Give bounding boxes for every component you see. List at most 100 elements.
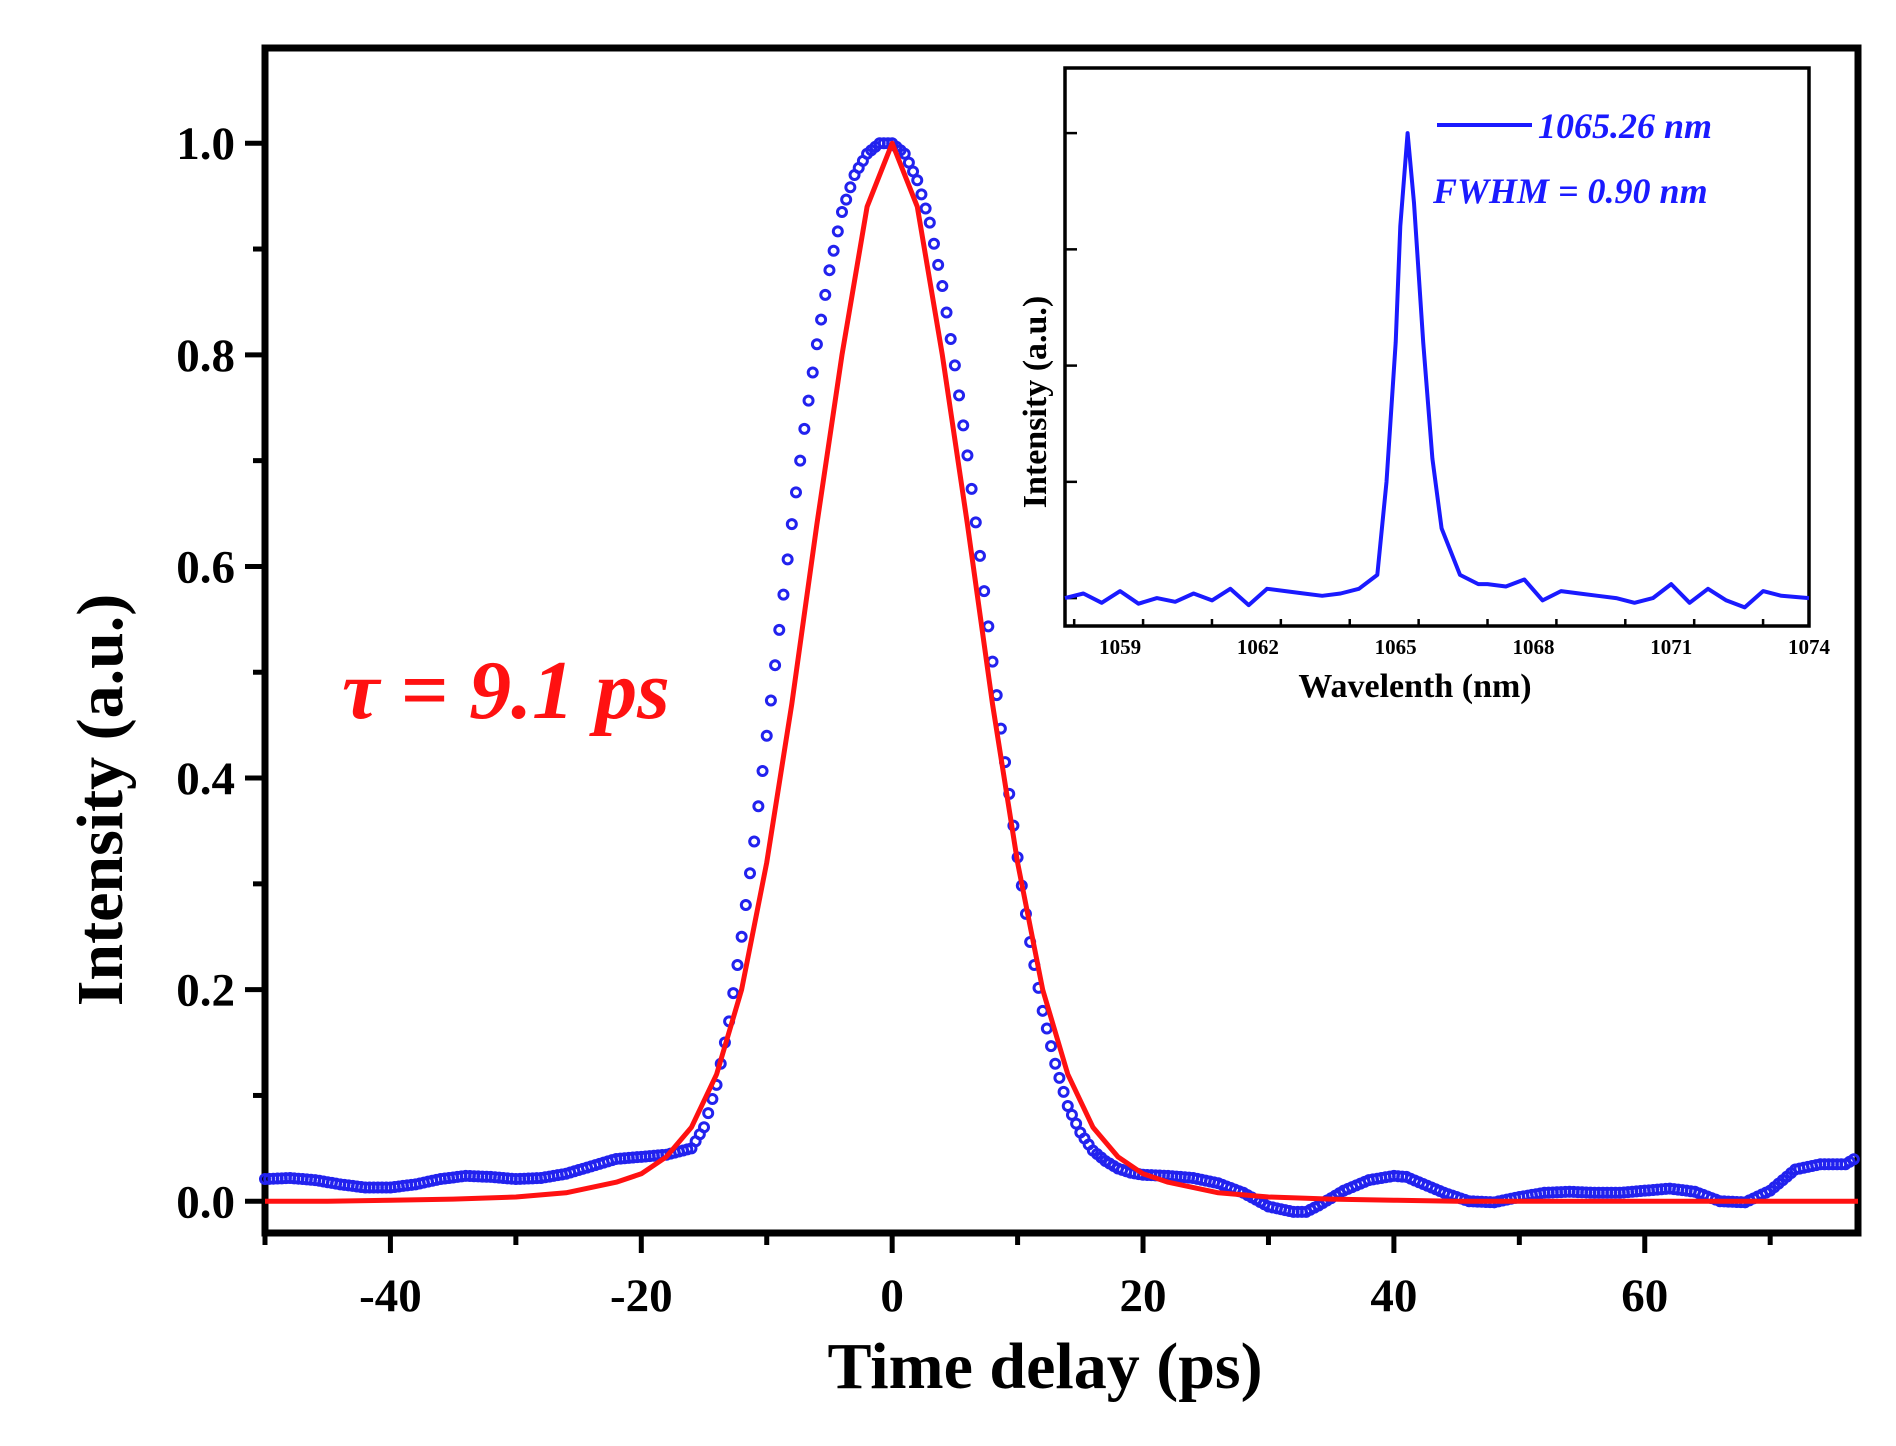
autocorrelation-marker <box>777 588 790 601</box>
autocorrelation-marker <box>739 899 752 912</box>
autocorrelation-marker <box>810 338 823 351</box>
autocorrelation-marker <box>760 729 773 742</box>
autocorrelation-marker <box>781 553 794 566</box>
autocorrelation-marker <box>948 359 961 372</box>
main-y-tick-label: 0.8 <box>176 330 235 382</box>
inset-x-axis-title: Wavelenth (nm) <box>1298 668 1531 705</box>
autocorrelation-marker <box>907 165 920 178</box>
main-x-tick-label: 20 <box>1120 1270 1167 1322</box>
pulse-width-annotation: τ = 9.1 ps <box>342 644 670 737</box>
main-plot: -40 -20 0 20 40 60 0.0 0.2 0.4 0.6 0.8 1.0 Time de… <box>64 44 1862 1403</box>
autocorrelation-marker <box>764 694 777 707</box>
autocorrelation-marker <box>819 288 832 301</box>
autocorrelation-marker <box>944 332 957 345</box>
autocorrelation-marker <box>1057 1085 1070 1098</box>
autocorrelation-marker <box>1061 1100 1074 1113</box>
autocorrelation-marker <box>957 419 970 432</box>
autocorrelation-marker <box>802 394 815 407</box>
autocorrelation-marker <box>706 1092 719 1105</box>
main-x-tick-label: -40 <box>359 1270 422 1322</box>
main-y-tick-label: 0.0 <box>176 1176 235 1228</box>
autocorrelation-marker <box>911 174 924 187</box>
autocorrelation-marker <box>773 623 786 636</box>
inset-x-tick-label: 1068 <box>1512 635 1554 659</box>
autocorrelation-marker <box>1847 1153 1860 1166</box>
main-x-tick-label: 60 <box>1621 1270 1668 1322</box>
main-y-axis-title: Intensity (a.u.) <box>64 594 137 1007</box>
inset-x-tick-label: 1065 <box>1375 635 1417 659</box>
inset-x-tick-label: 1062 <box>1237 635 1279 659</box>
autocorrelation-marker <box>961 449 974 462</box>
main-y-tick-label: 1.0 <box>176 118 235 170</box>
autocorrelation-marker <box>702 1107 715 1120</box>
autocorrelation-marker <box>973 549 986 562</box>
autocorrelation-marker <box>923 216 936 229</box>
autocorrelation-marker <box>1049 1057 1062 1070</box>
autocorrelation-marker <box>698 1121 711 1134</box>
autocorrelation-marker <box>756 764 769 777</box>
inset-plot-frame <box>1063 66 1811 628</box>
main-y-tick-label: 0.4 <box>176 753 235 805</box>
autocorrelation-marker <box>752 800 765 813</box>
autocorrelation-marker <box>744 867 757 880</box>
inset-plot: 1059 1062 1065 1068 1071 1074 Wavelenth (nm) … <box>1017 65 1831 705</box>
autocorrelation-marker <box>1040 1022 1053 1035</box>
inset-x-tick-label: 1074 <box>1788 635 1831 659</box>
inset-legend: 1065.26 nm FWHM = 0.90 nm <box>1432 106 1712 211</box>
main-y-tick-label: 0.2 <box>176 965 235 1017</box>
main-x-ticks: -40 -20 0 20 40 60 <box>262 1233 1773 1322</box>
inset-series-group <box>1064 131 1810 610</box>
autocorrelation-marker <box>902 156 915 169</box>
autocorrelation-marker <box>1065 1108 1078 1121</box>
autocorrelation-marker <box>806 366 819 379</box>
autocorrelation-marker <box>940 306 953 319</box>
inset-x-tick-label: 1059 <box>1099 635 1141 659</box>
autocorrelation-marker <box>953 389 966 402</box>
autocorrelation-marker <box>898 147 911 160</box>
autocorrelation-marker <box>798 422 811 435</box>
autocorrelation-marker <box>932 258 945 271</box>
main-plot-frame <box>261 44 1862 1237</box>
autocorrelation-marker <box>840 193 853 206</box>
autocorrelation-marker <box>731 958 744 971</box>
inset-x-tick-label: 1071 <box>1650 635 1692 659</box>
inset-legend-fwhm: FWHM = 0.90 nm <box>1432 171 1708 211</box>
autocorrelation-marker <box>735 930 748 943</box>
main-series-group <box>259 137 1860 1218</box>
spectrum-line <box>1064 131 1810 610</box>
main-y-tick-label: 0.6 <box>176 541 235 593</box>
autocorrelation-marker <box>927 237 940 250</box>
autocorrelation-marker <box>831 225 844 238</box>
main-x-tick-label: -20 <box>610 1270 673 1322</box>
inset-legend-entry: 1065.26 nm <box>1538 106 1712 146</box>
main-x-axis-title: Time delay (ps) <box>827 1330 1262 1403</box>
inset-x-ticks: 1059 1062 1065 1068 1071 1074 <box>1072 619 1831 659</box>
autocorrelation-marker <box>965 482 978 495</box>
autocorrelation-marker <box>1045 1040 1058 1053</box>
main-y-ticks: 0.0 0.2 0.4 0.6 0.8 1.0 <box>176 118 265 1228</box>
autocorrelation-marker <box>978 585 991 598</box>
autocorrelation-marker <box>844 181 857 194</box>
autocorrelation-marker <box>915 188 928 201</box>
autocorrelation-marker <box>794 454 807 467</box>
autocorrelation-marker <box>827 244 840 257</box>
autocorrelation-marker <box>1070 1117 1083 1130</box>
autocorrelation-marker <box>769 659 782 672</box>
autocorrelation-marker <box>748 835 761 848</box>
autocorrelation-marker <box>969 516 982 529</box>
autocorrelation-marker <box>823 264 836 277</box>
main-x-tick-label: 40 <box>1370 1270 1417 1322</box>
fit-line <box>265 140 1858 1204</box>
autocorrelation-marker <box>815 313 828 326</box>
inset-y-axis-title: Intensity (a.u.) <box>1017 296 1054 509</box>
inset-plot-background <box>1062 65 1812 660</box>
autocorrelation-marker <box>1053 1071 1066 1084</box>
autocorrelation-marker <box>785 518 798 531</box>
autocorrelation-marker <box>835 205 848 218</box>
autocorrelation-marker <box>790 486 802 499</box>
autocorrelation-marker <box>727 987 740 1000</box>
autocorrelation-marker <box>919 202 932 215</box>
main-x-tick-label: 0 <box>880 1270 904 1322</box>
autocorrelation-marker <box>936 280 949 293</box>
